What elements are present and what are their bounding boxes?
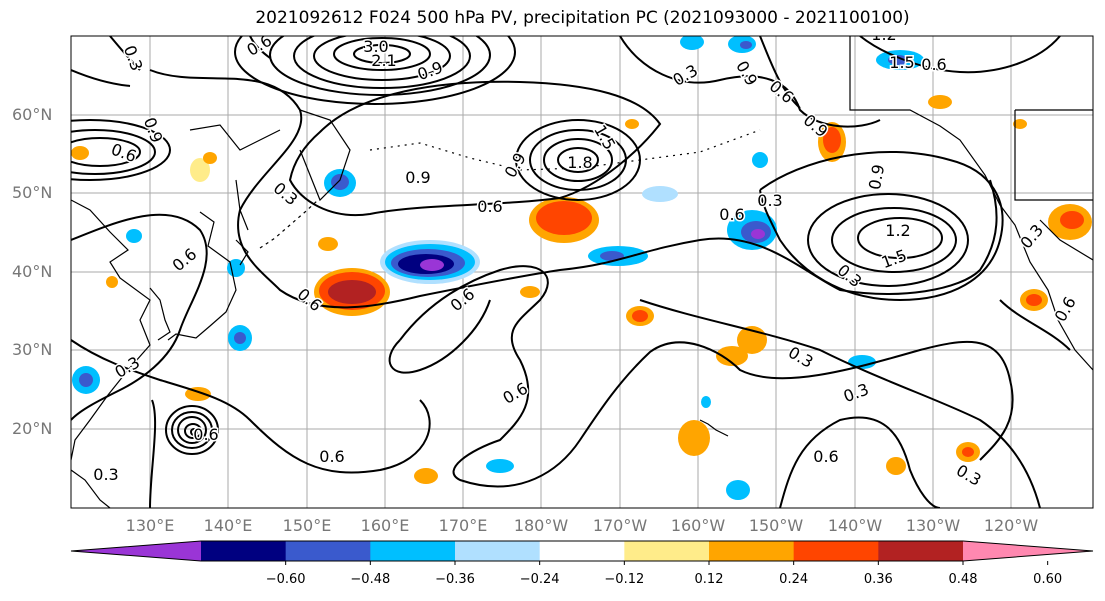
colorbar-label: 0.12 (694, 572, 724, 587)
colorbar-label: −0.36 (435, 572, 475, 587)
colorbar-label: 0.24 (779, 572, 809, 587)
colorbar-label: 0.36 (863, 572, 893, 587)
colorbar-segment (793, 541, 879, 561)
contour-label: 3.0 (363, 37, 388, 56)
colorbar-label: 0.60 (1033, 572, 1063, 587)
map-title: 2021092612 F024 500 hPa PV, precipitatio… (255, 8, 910, 28)
longitude-label: 160°E (360, 516, 410, 535)
colorbar-segment (624, 541, 710, 561)
longitude-label: 140°W (827, 516, 883, 535)
colorbar-segment (709, 541, 795, 561)
colorbar-segment (285, 541, 371, 561)
longitude-label: 170°E (438, 516, 488, 535)
colorbar-outline (70, 540, 1094, 562)
precip-shading (71, 36, 1092, 500)
colorbar-segment (201, 541, 287, 561)
contour-label: 1.2 (885, 221, 910, 240)
longitude-label: 150°W (748, 516, 804, 535)
colorbar-extend-max (963, 541, 1093, 561)
colorbar-label: −0.60 (265, 572, 306, 587)
contour-label: 0.6 (921, 55, 946, 74)
contour-label: 0.6 (813, 447, 838, 466)
contour-label: 0.6 (193, 425, 218, 444)
colorbar-extend-min (71, 541, 201, 561)
longitude-label: 170°W (592, 516, 648, 535)
contour-label: 0.9 (865, 163, 888, 191)
contour-label: 1.8 (567, 153, 592, 172)
colorbar-segment (878, 541, 964, 561)
longitude-label: 120°W (983, 516, 1039, 535)
contour-label: 0.3 (93, 465, 118, 484)
contour-label: 0.3 (757, 191, 782, 210)
latitude-label: 40°N (12, 262, 53, 281)
latitude-label: 20°N (12, 419, 53, 438)
colorbar-segment (455, 541, 541, 561)
contour-label: 1.5 (889, 53, 914, 72)
contour-label: 1.2 (871, 25, 896, 44)
map-frame (70, 35, 1094, 509)
contour-label: 0.6 (319, 447, 344, 466)
colorbar-label: −0.24 (519, 572, 560, 587)
colorbar-segment (370, 541, 456, 561)
longitude-label: 180°W (513, 516, 569, 535)
contour-label: 0.6 (719, 205, 744, 224)
longitude-label: 150°E (282, 516, 332, 535)
longitude-label: 160°W (670, 516, 726, 535)
longitude-label: 130°W (905, 516, 961, 535)
colorbar (70, 540, 1094, 565)
longitude-label: 130°E (125, 516, 175, 535)
contour-label: 0.6 (477, 197, 502, 216)
latitude-label: 50°N (12, 183, 53, 202)
colorbar-segment (539, 541, 625, 561)
longitude-label: 140°E (203, 516, 253, 535)
colorbar-label: 0.48 (948, 572, 978, 587)
latitude-label: 60°N (12, 105, 53, 124)
contour-label: 2.1 (371, 51, 396, 70)
colorbar-label: −0.12 (604, 572, 645, 587)
colorbar-label: −0.48 (350, 572, 391, 587)
pv-contours (71, 36, 1071, 508)
contour-label: 0.9 (405, 168, 430, 187)
latitude-label: 30°N (12, 340, 53, 359)
